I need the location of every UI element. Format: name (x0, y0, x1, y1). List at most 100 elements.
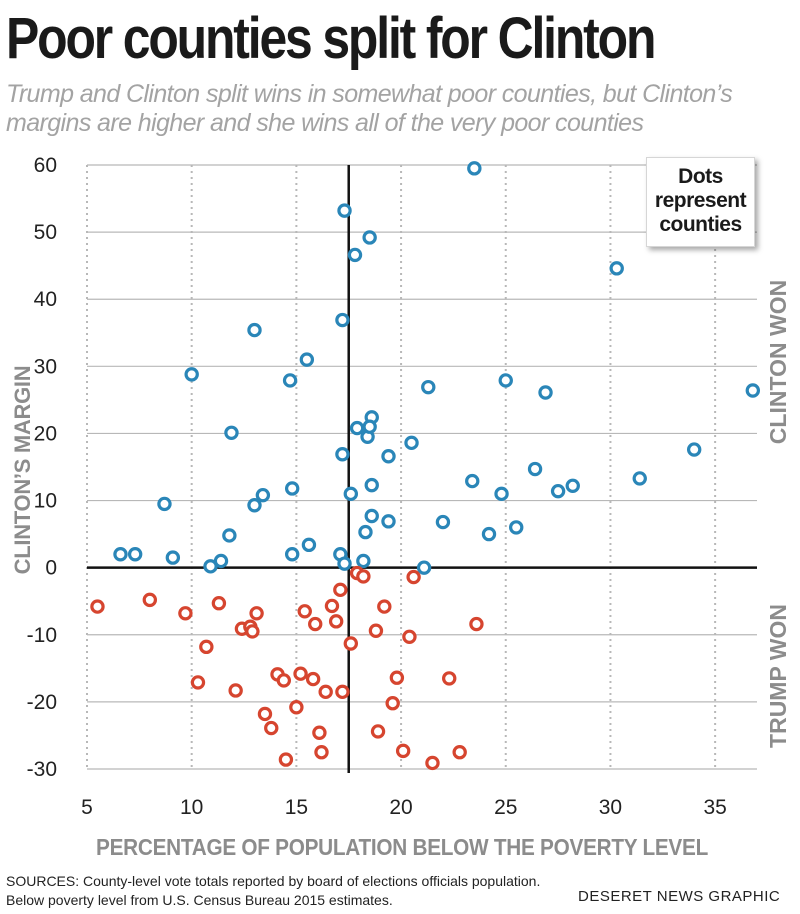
trump-county-point (333, 582, 348, 598)
x-tick-label: 25 (494, 796, 517, 819)
clinton-county-point (381, 514, 396, 529)
clinton-county-point (481, 526, 497, 542)
clinton-county-point (299, 352, 315, 367)
x-tick-label: 15 (285, 796, 308, 819)
reference-lines (87, 165, 757, 773)
trump-county-point (406, 569, 421, 585)
clinton-county-point (421, 379, 436, 395)
clinton-county-point (337, 556, 352, 571)
y-tick-label: 30 (34, 355, 57, 378)
clinton-county-point (362, 230, 377, 245)
sources-note: SOURCES: County-level vote totals report… (6, 872, 566, 910)
clinton-county-point (550, 483, 566, 499)
trump-county-point (395, 743, 411, 759)
y-tick-label: -10 (27, 624, 57, 647)
x-tick-label: 20 (389, 796, 412, 819)
trump-county-point (312, 725, 327, 740)
trump-won-label: TRUMP WON (765, 604, 791, 748)
x-tick-label: 35 (703, 796, 726, 819)
data-points (90, 161, 761, 771)
clinton-county-point (745, 383, 761, 398)
trump-county-point (199, 639, 214, 655)
y-tick-label: -30 (27, 758, 57, 781)
clinton-county-point (127, 547, 143, 562)
trump-county-point (278, 752, 294, 767)
chart-subtitle: Trump and Clinton split wins in somewhat… (6, 80, 733, 137)
clinton-county-point (113, 547, 128, 562)
clinton-county-point (416, 560, 432, 575)
trump-county-point (377, 599, 392, 614)
clinton-county-point (282, 373, 298, 388)
trump-county-point (211, 596, 227, 611)
trump-county-point (402, 629, 417, 644)
trump-county-point (425, 755, 440, 771)
clinton-county-point (509, 520, 524, 535)
clinton-county-point (184, 367, 199, 382)
y-tick-label: 20 (34, 422, 57, 445)
clinton-county-point (284, 547, 300, 562)
x-axis-ticks: 5 10 15 20 25 30 35 (81, 796, 727, 819)
x-axis-label: PERCENTAGE OF POPULATION BELOW THE POVER… (96, 834, 708, 860)
y-tick-label: 60 (34, 154, 57, 177)
trump-county-point (293, 666, 308, 681)
clinton-county-point (356, 553, 371, 569)
trump-county-point (257, 706, 273, 722)
clinton-county-point (247, 322, 262, 338)
clinton-county-point (335, 312, 350, 328)
trump-county-point (343, 636, 359, 651)
clinton-county-point (686, 442, 702, 457)
clinton-county-point (527, 461, 543, 477)
clinton-county-point (343, 486, 359, 502)
clinton-county-point (609, 261, 624, 276)
legend-line-2: represent (654, 189, 747, 212)
trump-county-point (289, 700, 304, 715)
trump-county-point (324, 598, 340, 614)
clinton-county-point (301, 537, 317, 553)
clinton-county-point (157, 496, 172, 512)
trump-county-point (245, 624, 260, 639)
clinton-county-point (467, 161, 482, 176)
trump-county-point (305, 671, 321, 687)
legend-line-1: Dots (678, 165, 723, 188)
y-tick-label: -20 (27, 691, 57, 714)
trump-county-point (314, 745, 329, 760)
clinton-county-point (494, 486, 509, 502)
clinton-county-point (358, 524, 373, 540)
trump-county-point (142, 592, 158, 608)
chart-title: Poor counties split for Clinton (6, 6, 656, 71)
clinton-county-point (222, 528, 237, 543)
trump-county-point (452, 745, 467, 760)
x-tick-label: 5 (81, 796, 93, 819)
clinton-county-point (349, 420, 365, 436)
trump-county-point (328, 614, 344, 629)
legend-line-3: counties (659, 213, 742, 236)
sources-line-1: SOURCES: County-level vote totals report… (6, 873, 541, 889)
y-tick-label: 0 (45, 557, 57, 580)
graphic-credit: DESERET NEWS GRAPHIC (578, 888, 781, 905)
x-tick-label: 10 (180, 796, 203, 819)
x-tick-label: 30 (599, 796, 622, 819)
y-tick-label: 50 (34, 221, 57, 244)
clinton-county-point (565, 478, 580, 493)
clinton-county-point (284, 481, 300, 496)
trump-county-point (228, 683, 243, 698)
grid-lines (86, 164, 757, 770)
trump-county-point (442, 671, 457, 686)
trump-county-point (178, 606, 193, 621)
clinton-county-point (364, 508, 379, 524)
y-axis-ticks: 60 50 40 30 20 10 0 -10 -20 -30 (27, 154, 57, 781)
clinton-county-point (213, 553, 229, 569)
clinton-county-point (337, 203, 352, 218)
clinton-county-point (224, 425, 239, 440)
trump-county-point (370, 724, 386, 739)
clinton-county-point (435, 514, 451, 530)
clinton-county-point (498, 373, 513, 388)
trump-county-point (469, 616, 484, 632)
trump-county-point (389, 670, 405, 685)
trump-county-point (318, 684, 333, 700)
legend-note: Dots represent counties (646, 157, 755, 247)
clinton-county-point (404, 435, 419, 451)
trump-county-point (335, 684, 350, 700)
clinton-county-point (364, 477, 379, 493)
